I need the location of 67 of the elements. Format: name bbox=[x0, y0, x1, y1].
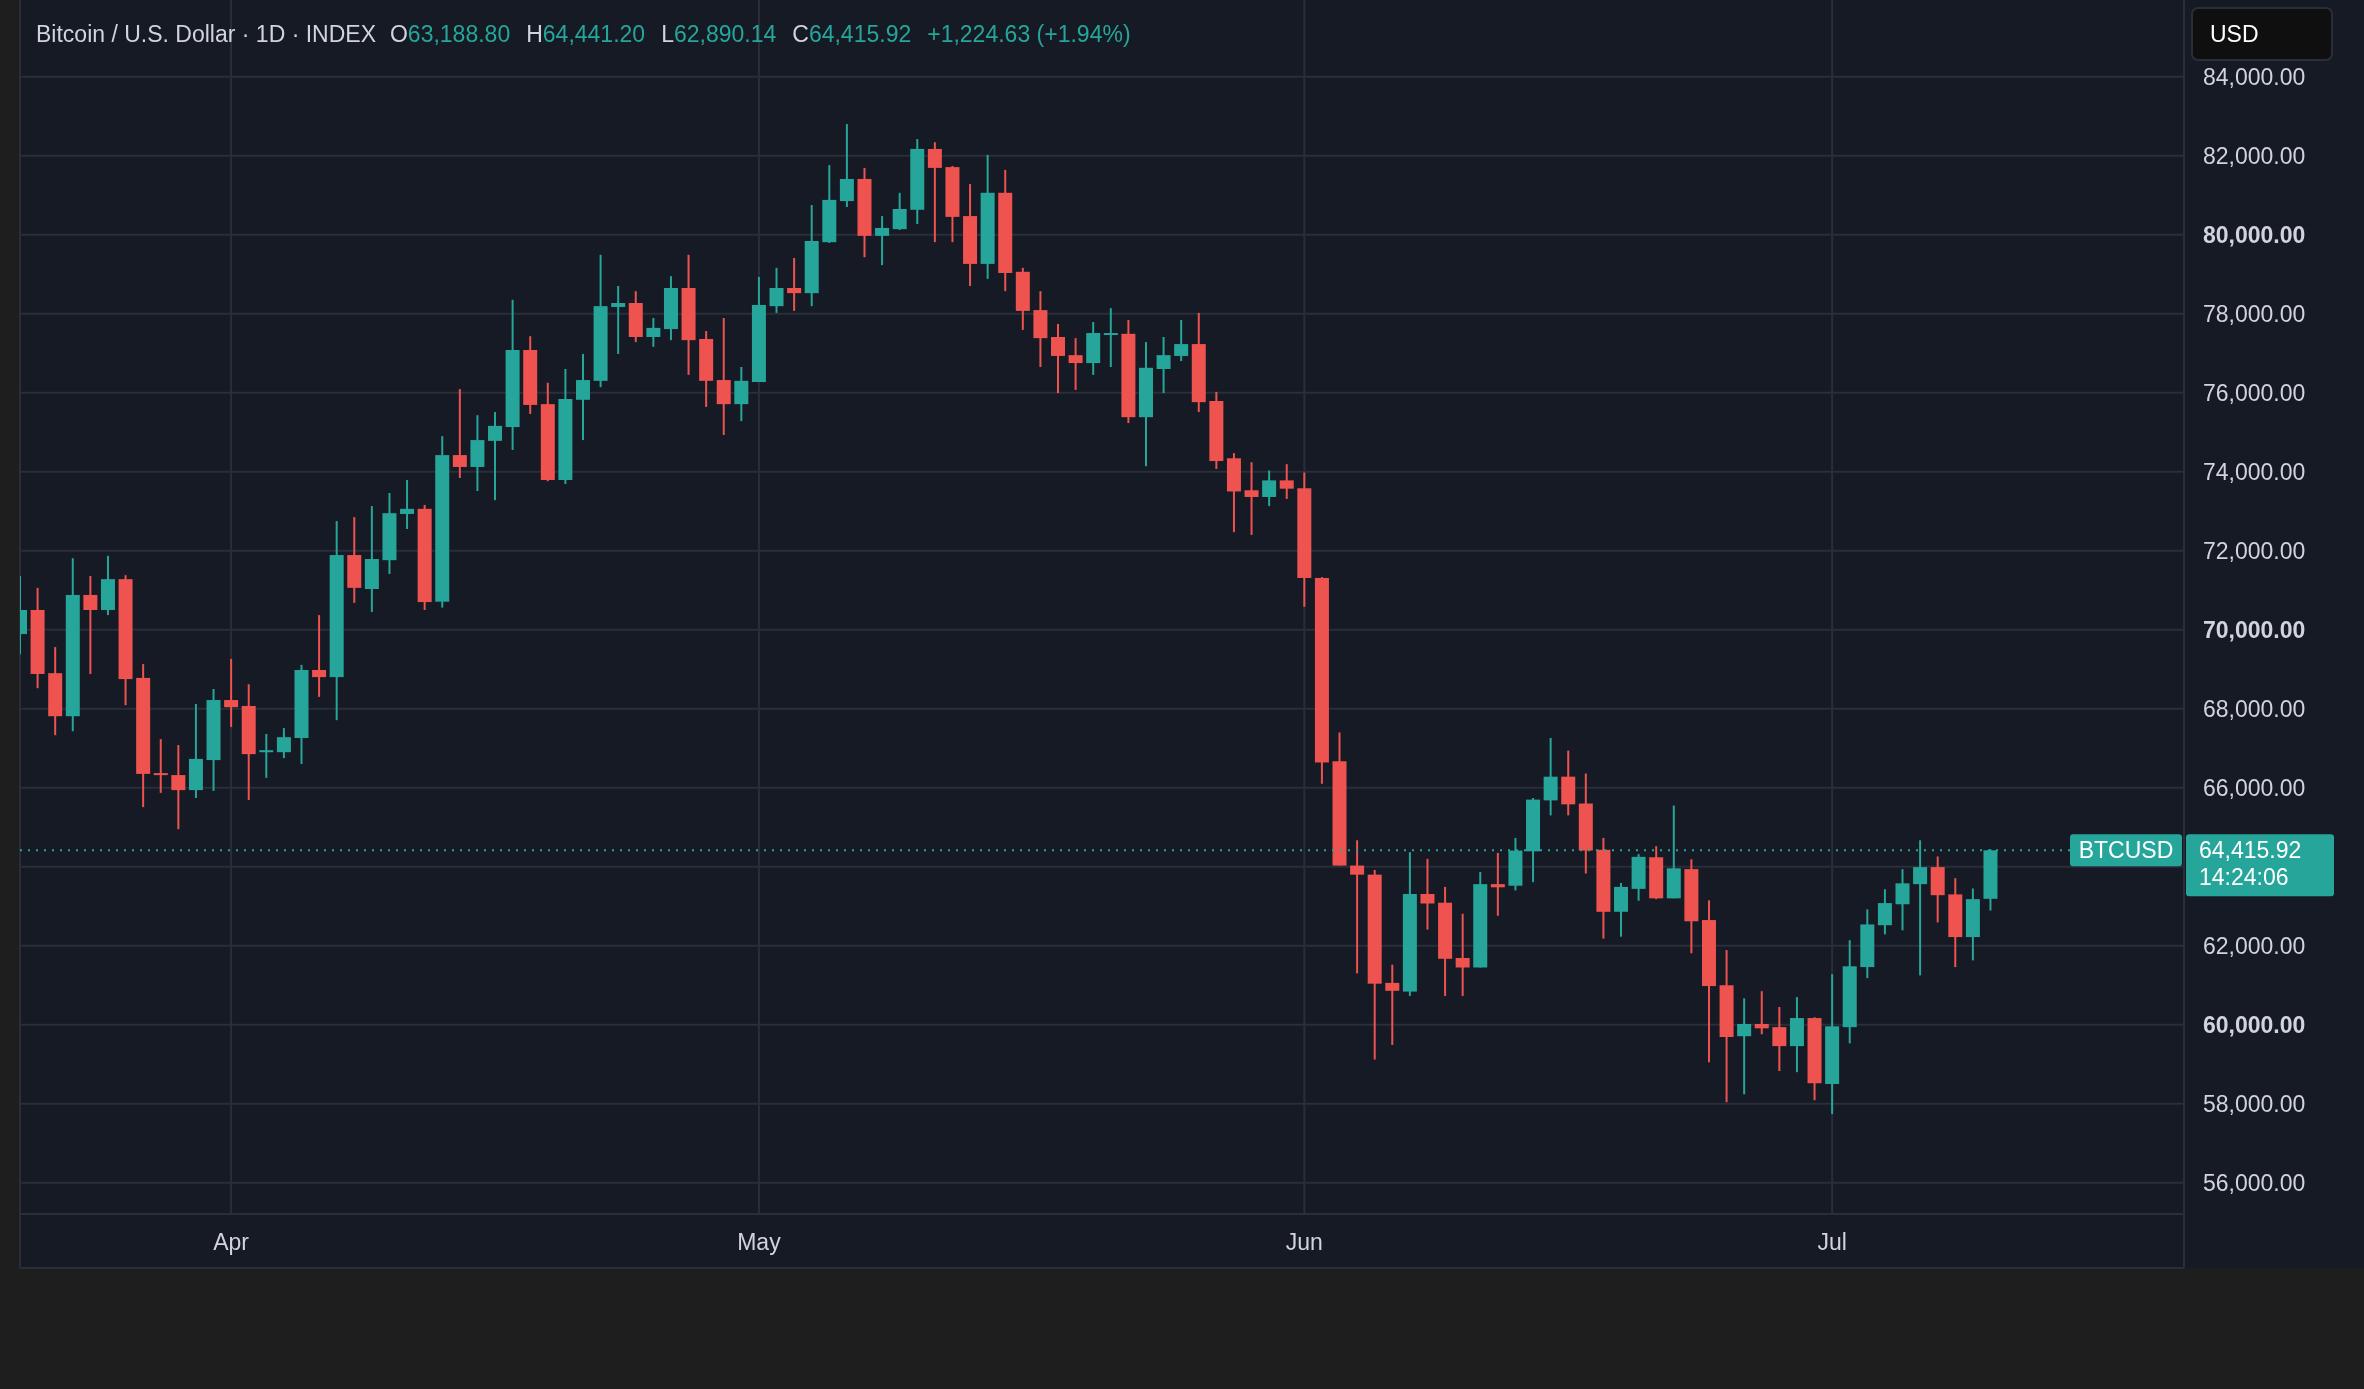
candlestick bbox=[83, 574, 98, 675]
candlestick bbox=[452, 388, 467, 480]
x-tick-label: Jul bbox=[1817, 1229, 1847, 1256]
text: 14:24:06 bbox=[2199, 864, 2289, 891]
y-tick-label: 68,000.00 bbox=[2203, 695, 2306, 722]
candlestick bbox=[1772, 1005, 1787, 1072]
candlestick bbox=[171, 744, 186, 831]
annotation: C64,415.92 bbox=[792, 21, 912, 48]
annotation: L62,890.14 bbox=[661, 21, 777, 48]
x-tick-label: Jun bbox=[1285, 1229, 1323, 1256]
ref-line-label: BTCUSD bbox=[2078, 837, 2174, 864]
y-tick-label: 74,000.00 bbox=[2203, 458, 2306, 485]
candlestick bbox=[1350, 839, 1365, 975]
candlestick bbox=[1737, 997, 1752, 1096]
y-tick-label: 60,000.00 bbox=[2203, 1011, 2306, 1038]
candlestick bbox=[646, 317, 661, 348]
candlestick bbox=[276, 727, 291, 760]
y-tick-label: 56,000.00 bbox=[2203, 1169, 2306, 1196]
candlestick bbox=[769, 266, 784, 314]
candlestick bbox=[1490, 851, 1505, 917]
x-tick-label: May bbox=[737, 1229, 782, 1256]
annotation: H64,441.20 bbox=[526, 21, 646, 48]
candlestick bbox=[1051, 322, 1066, 395]
y-tick-label: 80,000.00 bbox=[2203, 221, 2306, 248]
candlestick bbox=[1877, 888, 1892, 936]
y-tick-label: 76,000.00 bbox=[2203, 379, 2306, 406]
candlestick bbox=[839, 123, 854, 209]
candlestick bbox=[575, 352, 590, 442]
y-tick-label: 62,000.00 bbox=[2203, 932, 2306, 959]
y-tick-label: 58,000.00 bbox=[2203, 1090, 2306, 1117]
candlestick bbox=[1103, 307, 1118, 368]
candlestick bbox=[224, 657, 239, 728]
candlestick bbox=[787, 256, 802, 312]
candlestick bbox=[1279, 463, 1294, 500]
annotation: +1,224.63 (+1.94%) bbox=[927, 21, 1131, 48]
candlestick bbox=[1174, 318, 1189, 363]
y-tick-label: 72,000.00 bbox=[2203, 537, 2306, 564]
y-tick-label: 66,000.00 bbox=[2203, 774, 2306, 801]
candlestick bbox=[734, 366, 749, 423]
candlestick bbox=[611, 285, 626, 355]
y-tick-label: 78,000.00 bbox=[2203, 300, 2306, 327]
candlestick bbox=[153, 738, 168, 794]
candlestick bbox=[927, 141, 942, 244]
x-tick-label: Apr bbox=[213, 1229, 250, 1256]
candlestick bbox=[488, 411, 503, 502]
candlestick bbox=[1068, 337, 1083, 391]
y-tick-label: 82,000.00 bbox=[2203, 142, 2306, 169]
candlestick bbox=[1895, 868, 1910, 932]
candlestick bbox=[1420, 857, 1435, 931]
y-tick-label: 70,000.00 bbox=[2203, 616, 2306, 643]
candlestick bbox=[1244, 461, 1259, 536]
candlestick bbox=[1455, 912, 1470, 997]
candlestick bbox=[1156, 335, 1171, 395]
candlestick bbox=[1262, 469, 1277, 508]
candlestick bbox=[312, 614, 327, 698]
candlestick bbox=[400, 478, 415, 530]
annotation: O63,188.80 bbox=[389, 21, 511, 48]
candlestick bbox=[892, 191, 907, 231]
text: USD bbox=[2210, 21, 2259, 48]
candlestick bbox=[1385, 963, 1400, 1046]
text: Bitcoin / U.S. Dollar · 1D · INDEX bbox=[36, 21, 376, 48]
candlestick bbox=[1543, 736, 1558, 817]
candlestick bbox=[875, 215, 890, 267]
candlestick bbox=[1754, 990, 1769, 1036]
candlestick bbox=[259, 733, 274, 779]
text: 64,415.92 bbox=[2199, 837, 2302, 864]
y-tick-label: 84,000.00 bbox=[2203, 63, 2306, 90]
